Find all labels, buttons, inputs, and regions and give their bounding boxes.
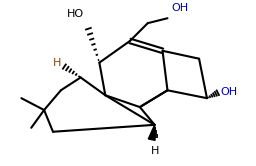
Text: OH: OH: [221, 87, 238, 97]
Text: H: H: [52, 58, 61, 68]
Polygon shape: [148, 125, 155, 140]
Text: OH: OH: [172, 3, 189, 13]
Text: HO: HO: [67, 9, 83, 19]
Text: H: H: [151, 146, 159, 156]
